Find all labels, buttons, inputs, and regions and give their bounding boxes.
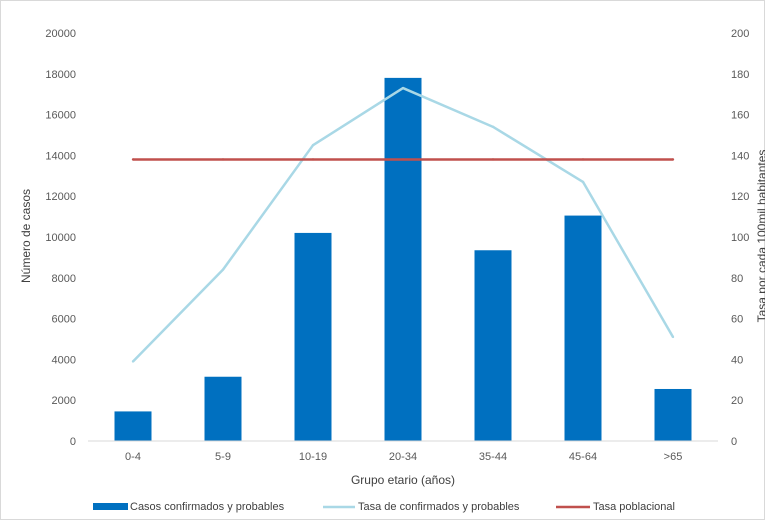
y2-tick-label: 160 [731,110,749,122]
y-tick-label: 14000 [45,150,76,162]
line-point [131,360,135,363]
line-point [311,144,315,147]
bar [474,250,512,441]
bar [654,388,692,441]
y2-tick-label: 60 [731,314,743,326]
y2-tick-label: 200 [731,28,749,40]
x-tick-label: 20-34 [389,451,417,463]
y2-tick-label: 20 [731,395,743,407]
y-axis-title: Número de casos [19,189,33,283]
line-point [581,158,585,161]
y2-tick-label: 180 [731,69,749,81]
bar [204,376,242,441]
line-point [671,335,675,339]
line-point [221,158,225,161]
left-axis-ticks: 0 2000 4000 6000 8000 10000 12000 14000 16000 180… [45,28,76,448]
y-tick-label: 16000 [45,110,76,122]
legend-label-tasa-poblacional: Tasa poblacional [593,501,675,513]
x-axis-title: Grupo etario (años) [351,473,455,487]
y2-tick-label: 100 [731,232,749,244]
bars-layer [114,77,692,441]
legend-label-casos: Casos confirmados y probables [130,501,285,513]
y2-tick-label: 80 [731,273,743,285]
legend-label-tasa-confirmados: Tasa de confirmados y probables [358,501,520,513]
y-tick-label: 8000 [52,273,76,285]
y-tick-label: 2000 [52,395,76,407]
y-tick-label: 18000 [45,69,76,81]
y-tick-label: 20000 [45,28,76,40]
legend-swatch-casos [93,503,128,510]
x-tick-label: 5-9 [215,451,231,463]
y-tick-label: 10000 [45,232,76,244]
bar [294,232,332,441]
line-point [311,158,315,161]
y2-tick-label: 140 [731,150,749,162]
x-tick-label: 0-4 [125,451,141,463]
x-tick-label: >65 [664,451,683,463]
y2-tick-label: 0 [731,436,737,448]
x-axis-ticks: 0-4 5-9 10-19 20-34 35-44 45-64 >65 [125,451,682,463]
right-axis-ticks: 0 20 40 60 80 100 120 140 160 180 200 [731,28,749,448]
y2-tick-label: 40 [731,354,743,366]
legend: Casos confirmados y probables Tasa de co… [93,501,675,513]
bar [564,215,602,441]
x-tick-label: 35-44 [479,451,507,463]
y-tick-label: 4000 [52,354,76,366]
y2-tick-label: 120 [731,191,749,203]
bar [384,77,422,441]
line-point [581,180,585,184]
y-tick-label: 0 [70,436,76,448]
y2-axis-title: Tasa por cada 100mil habitantes [755,150,765,323]
line-point [131,158,135,161]
line-point [401,86,405,90]
lines-layer [131,86,675,363]
bar [114,411,152,441]
x-tick-label: 45-64 [569,451,597,463]
y-tick-label: 6000 [52,314,76,326]
line-point [491,125,495,129]
line-point [491,158,495,161]
x-tick-label: 10-19 [299,451,327,463]
y-tick-label: 12000 [45,191,76,203]
line-point [671,158,675,161]
line-point [401,158,405,161]
line-point [221,268,225,271]
